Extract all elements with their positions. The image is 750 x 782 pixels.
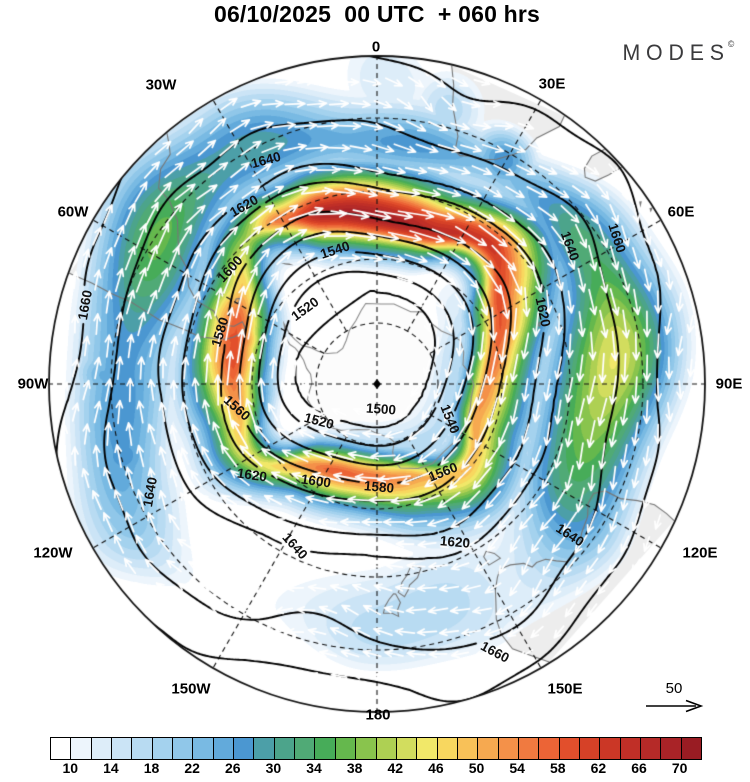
colorbar-cell-30 bbox=[661, 738, 682, 759]
colorbar-cell-13 bbox=[315, 738, 336, 759]
colorbar-cell-16 bbox=[376, 738, 397, 759]
colorbar-tick-34: 34 bbox=[306, 760, 322, 776]
colorbar-cell-10 bbox=[254, 738, 275, 759]
colorbar-tick-66: 66 bbox=[631, 760, 647, 776]
longitude-label-150E: 150E bbox=[547, 680, 583, 698]
colorbar-cell-14 bbox=[335, 738, 357, 759]
colorbar-tick-46: 46 bbox=[428, 760, 444, 776]
longitude-label-60E: 60E bbox=[667, 203, 695, 221]
colorbar-cell-7 bbox=[193, 738, 214, 759]
colorbar-cell-9 bbox=[234, 738, 255, 759]
colorbar-cell-27 bbox=[600, 738, 621, 759]
colorbar-tick-62: 62 bbox=[590, 760, 607, 776]
colorbar-cell-18 bbox=[417, 738, 438, 759]
contour-label-1620: 1620 bbox=[439, 533, 471, 551]
colorbar-cell-8 bbox=[213, 738, 235, 759]
map-canvas bbox=[0, 0, 750, 750]
colorbar-tick-30: 30 bbox=[265, 760, 282, 776]
colorbar-cell-2 bbox=[91, 738, 113, 759]
colorbar-cell-29 bbox=[640, 738, 662, 759]
colorbar-cell-28 bbox=[620, 738, 641, 759]
colorbar-tick-26: 26 bbox=[225, 760, 241, 776]
colorbar-cell-0 bbox=[51, 738, 72, 759]
longitude-label-30E: 30E bbox=[538, 75, 566, 93]
colorbar-cell-6 bbox=[173, 738, 194, 759]
longitude-label-180: 180 bbox=[365, 706, 391, 724]
longitude-label-30W: 30W bbox=[145, 76, 177, 94]
longitude-label-90W: 90W bbox=[17, 375, 49, 393]
colorbar-cell-24 bbox=[539, 738, 560, 759]
colorbar-tick-38: 38 bbox=[346, 760, 363, 776]
contour-label-1580: 1580 bbox=[363, 478, 395, 496]
longitude-label-60W: 60W bbox=[57, 203, 89, 221]
colorbar-tick-50: 50 bbox=[468, 760, 485, 776]
longitude-label-120W: 120W bbox=[33, 544, 73, 562]
colorbar-tick-10: 10 bbox=[62, 760, 79, 776]
colorbar-cell-12 bbox=[295, 738, 316, 759]
colorbar-tick-70: 70 bbox=[671, 760, 688, 776]
colorbar-tick-42: 42 bbox=[387, 760, 404, 776]
colorbar-cell-20 bbox=[457, 738, 479, 759]
colorbar bbox=[50, 737, 702, 760]
colorbar-cell-1 bbox=[71, 738, 92, 759]
contour-label-1500: 1500 bbox=[365, 400, 397, 418]
colorbar-cell-4 bbox=[132, 738, 153, 759]
colorbar-tick-18: 18 bbox=[143, 760, 160, 776]
reference-arrow-head bbox=[685, 699, 704, 713]
colorbar-tick-54: 54 bbox=[509, 760, 525, 776]
polar-map: 0 30E 60E 90E 120E 150E 180 150W 120W 90W 60W 30W 1… bbox=[0, 0, 750, 750]
colorbar-cell-17 bbox=[396, 738, 418, 759]
reference-arrow-label: 50 bbox=[665, 680, 683, 697]
colorbar-cell-26 bbox=[579, 738, 601, 759]
colorbar-cell-19 bbox=[437, 738, 458, 759]
longitude-label-120E: 120E bbox=[682, 544, 718, 562]
colorbar-cell-23 bbox=[518, 738, 540, 759]
colorbar-cell-31 bbox=[681, 738, 701, 759]
colorbar-cell-21 bbox=[478, 738, 499, 759]
colorbar-tick-58: 58 bbox=[550, 760, 566, 776]
colorbar-cell-15 bbox=[356, 738, 377, 759]
colorbar-tick-14: 14 bbox=[103, 760, 119, 776]
longitude-label-90E: 90E bbox=[715, 375, 743, 393]
colorbar-cell-11 bbox=[274, 738, 296, 759]
colorbar-cell-25 bbox=[559, 738, 580, 759]
colorbar-cell-5 bbox=[152, 738, 174, 759]
longitude-label-0: 0 bbox=[371, 38, 381, 56]
colorbar-tick-22: 22 bbox=[184, 760, 200, 776]
colorbar-cell-3 bbox=[112, 738, 133, 759]
colorbar-cell-22 bbox=[498, 738, 519, 759]
longitude-label-150W: 150W bbox=[171, 680, 211, 698]
reference-arrow-icon bbox=[646, 699, 704, 713]
